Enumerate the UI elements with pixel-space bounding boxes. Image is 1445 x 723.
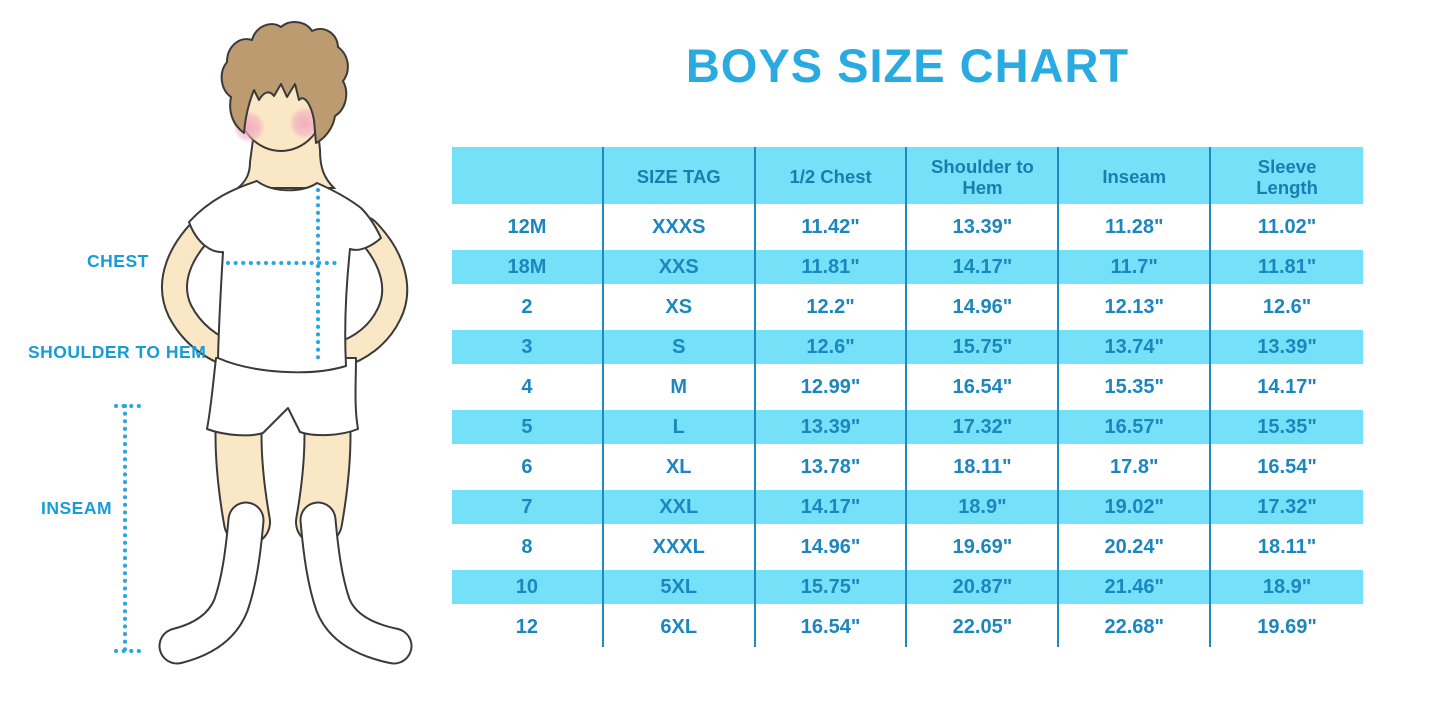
measurement-value: 18.11" <box>907 447 1060 487</box>
size-row-label: 2 <box>452 287 604 327</box>
size-table: SIZE TAG 1/2 Chest Shoulder to Hem Inseam Sl… <box>452 147 1363 647</box>
column-header: 1/2 Chest <box>755 147 908 207</box>
inseam-label: INSEAM <box>41 498 113 518</box>
measurement-value: 19.02" <box>1059 487 1212 527</box>
measurement-value: 15.35" <box>1211 407 1363 447</box>
measurement-value: 13.74" <box>1059 327 1212 367</box>
column-header <box>452 147 604 207</box>
measurement-value: 15.75" <box>755 567 908 607</box>
measurement-value: 16.54" <box>1257 455 1317 478</box>
boy-arms <box>161 210 409 370</box>
size-row-label: 10 <box>452 567 604 607</box>
measurement-value: 18.9" <box>1211 567 1363 607</box>
measurement-value: 13.39" <box>907 207 1060 247</box>
size-row-label: 3 <box>452 327 604 367</box>
page-title: BOYS SIZE CHART <box>685 39 1130 92</box>
measurement-value: 12.99" <box>756 367 908 407</box>
measurement-value: 13.39" <box>1211 327 1363 367</box>
chest-label: CHEST <box>87 251 149 271</box>
measurement-value: 15.75" <box>907 327 1060 367</box>
measurement-value: XL <box>604 447 756 487</box>
column-header: Inseam <box>1059 147 1212 207</box>
measurement-value: 5XL <box>603 567 756 607</box>
measurement-value: 6XL <box>604 607 756 647</box>
measurement-value: 11.02" <box>1257 215 1317 238</box>
size-row-label: 7 <box>452 487 604 527</box>
measurement-value: 14.17" <box>1257 375 1317 398</box>
measurement-value: XXS <box>603 247 756 287</box>
measurement-value: 12.6" <box>755 327 908 367</box>
measurement-value: 18.11" <box>1257 535 1317 558</box>
measurement-value: 20.24" <box>1059 527 1212 567</box>
measurement-value: 14.96" <box>907 287 1060 327</box>
measurement-value: XXXL <box>604 527 756 567</box>
measurement-value: 12.6" <box>1262 295 1312 318</box>
boy-shorts <box>206 357 359 437</box>
measurement-value: S <box>603 327 756 367</box>
measurement-value: 16.54" <box>756 607 908 647</box>
measurement-value: 11.81" <box>1211 247 1363 287</box>
measurement-value: 17.8" <box>1059 447 1212 487</box>
size-row-label: 5 <box>452 407 604 447</box>
measurement-value: 11.81" <box>755 247 908 287</box>
measurement-value: 20.87" <box>907 567 1060 607</box>
measurement-value: 22.05" <box>907 607 1060 647</box>
measurement-value: 14.17" <box>907 247 1060 287</box>
column-header: Sleeve Length <box>1211 147 1363 207</box>
measurement-value: 19.69" <box>907 527 1060 567</box>
measurement-value: L <box>603 407 756 447</box>
measurement-value: 16.54" <box>907 367 1060 407</box>
size-row-label: 18M <box>452 247 604 287</box>
size-row-label: 8 <box>452 527 604 567</box>
measurement-value: 13.78" <box>756 447 908 487</box>
measurement-value: 11.28" <box>1059 207 1212 247</box>
boy-illustration-icon <box>114 21 413 665</box>
measurement-value: XXXS <box>604 207 756 247</box>
measurement-value: M <box>604 367 756 407</box>
measurement-value: 18.9" <box>907 487 1060 527</box>
measurement-figure: CHEST SHOULDER TO HEM INSEAM <box>0 0 460 723</box>
size-row-label: 12 <box>452 607 604 647</box>
column-header: Shoulder to Hem <box>907 147 1060 207</box>
measurement-value: 21.46" <box>1059 567 1212 607</box>
column-header: SIZE TAG <box>603 147 756 207</box>
measurement-value: 12.2" <box>756 287 908 327</box>
measurement-value: 17.32" <box>1211 487 1363 527</box>
shoulder-to-hem-label: SHOULDER TO HEM <box>28 342 207 362</box>
boy-hair <box>220 21 349 144</box>
measurement-value: 19.69" <box>1257 615 1317 638</box>
measurement-value: 14.17" <box>755 487 908 527</box>
measurement-value: 17.32" <box>907 407 1060 447</box>
size-row-label: 12M <box>452 207 604 247</box>
measurement-value: 22.68" <box>1059 607 1212 647</box>
boy-socks <box>158 501 413 665</box>
inseam-measure-line <box>114 404 143 653</box>
size-row-label: 4 <box>452 367 604 407</box>
size-row-label: 6 <box>452 447 604 487</box>
measurement-value: XS <box>604 287 756 327</box>
measurement-value: XXL <box>603 487 756 527</box>
boy-tshirt <box>188 180 382 374</box>
measurement-value: 12.13" <box>1059 287 1212 327</box>
measurement-value: 11.7" <box>1059 247 1212 287</box>
measurement-value: 16.57" <box>1059 407 1212 447</box>
measurement-value: 11.42" <box>756 207 908 247</box>
measurement-value: 13.39" <box>755 407 908 447</box>
measurement-value: 14.96" <box>756 527 908 567</box>
measurement-value: 15.35" <box>1059 367 1212 407</box>
